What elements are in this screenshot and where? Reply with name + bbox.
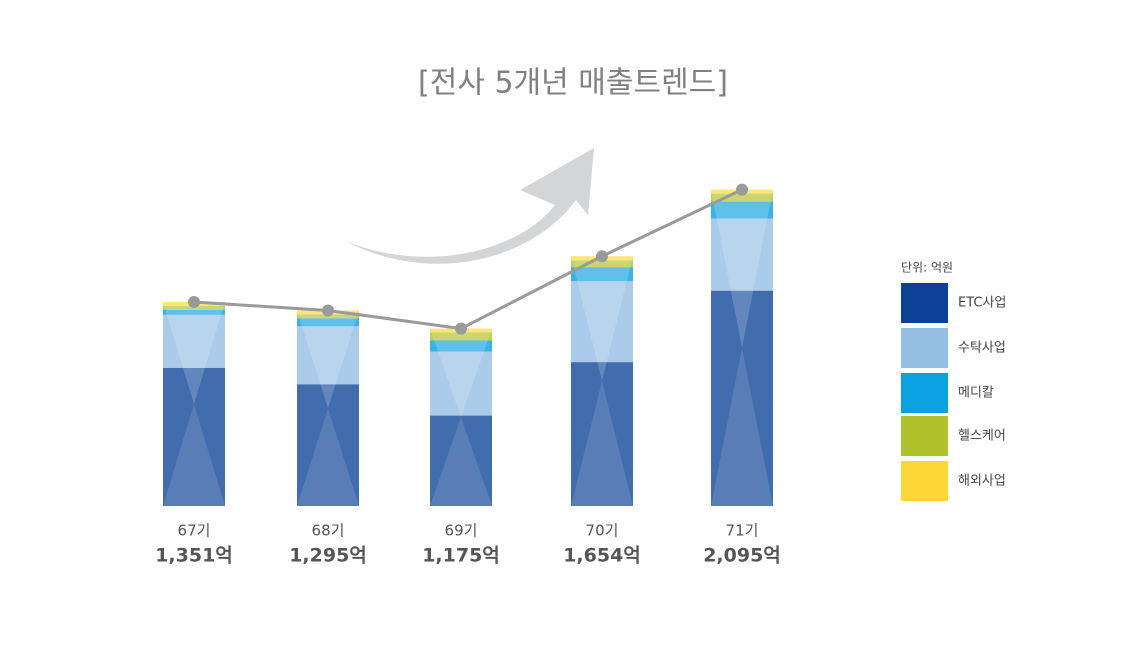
- bar-segment: [297, 384, 359, 506]
- bar-shade: [163, 403, 225, 506]
- legend-label: 헬스케어: [958, 429, 1006, 444]
- bar-segment: [430, 415, 492, 506]
- legend-swatch: [901, 283, 948, 323]
- legend-label: ETC사업: [958, 296, 1006, 311]
- bar-highlight: [297, 310, 359, 409]
- category-label: 70기: [586, 522, 619, 540]
- bar-shade: [297, 408, 359, 506]
- bar-highlight: [163, 301, 225, 404]
- bar-segment: [711, 201, 773, 219]
- total-marker: [455, 322, 467, 335]
- total-marker: [322, 304, 334, 317]
- bar-shade: [571, 381, 633, 506]
- bar-segment: [430, 340, 492, 352]
- category-label: 67기: [178, 522, 211, 540]
- legend-swatch: [901, 416, 948, 456]
- trend-arrow: [345, 148, 594, 264]
- bar-segment: [711, 290, 773, 506]
- total-label: 1,351억: [155, 545, 233, 567]
- legend-label: 메디칼: [958, 386, 994, 401]
- bar-segment: [297, 326, 359, 385]
- bar-segment: [430, 351, 492, 416]
- bar-segment: [297, 318, 359, 327]
- category-label: 69기: [445, 522, 478, 540]
- bar-segment: [430, 332, 492, 341]
- bar-segment: [571, 260, 633, 268]
- bar-segment: [571, 267, 633, 282]
- legend-title: 단위: 억원: [901, 261, 953, 275]
- total-marker: [596, 250, 608, 263]
- legend-swatch: [901, 373, 948, 413]
- category-label: 71기: [726, 522, 759, 540]
- bar-segment: [163, 367, 225, 506]
- bar-segment: [163, 314, 225, 368]
- bar-segment: [711, 193, 773, 202]
- bar-highlight: [430, 328, 492, 418]
- bar-segment: [571, 281, 633, 363]
- total-label: 2,095억: [703, 545, 781, 567]
- legend-swatch: [901, 328, 948, 368]
- bar-shade: [430, 417, 492, 506]
- bar-segment: [163, 309, 225, 315]
- bar-segment: [571, 362, 633, 506]
- bar-highlight: [711, 189, 773, 348]
- total-marker: [188, 295, 200, 308]
- total-label: 1,654억: [563, 545, 641, 567]
- legend-label: 해외사업: [958, 474, 1006, 489]
- bar-highlight: [571, 256, 633, 382]
- bar-segment: [711, 218, 773, 291]
- legend-swatch: [901, 461, 948, 501]
- category-label: 68기: [312, 522, 345, 540]
- total-label: 1,175억: [422, 545, 500, 567]
- legend-label: 수탁사업: [958, 341, 1006, 356]
- total-marker: [736, 183, 748, 196]
- chart-title: [전사 5개년 매출트렌드]: [418, 66, 728, 101]
- total-label: 1,295억: [289, 545, 367, 567]
- bar-shade: [711, 347, 773, 506]
